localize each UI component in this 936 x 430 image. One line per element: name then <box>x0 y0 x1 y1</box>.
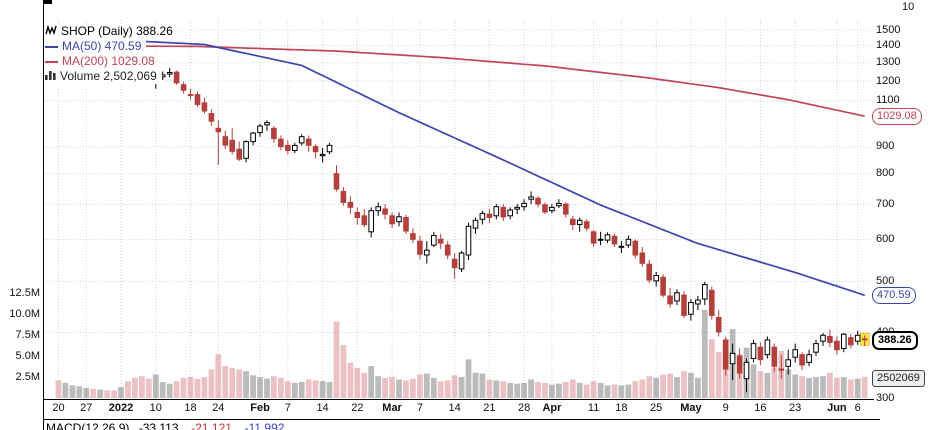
macd-value-3: -11.992 <box>244 421 285 430</box>
legend-ma50-label: MA(50) 470.59 <box>62 39 142 53</box>
date-axis-label: 24 <box>212 402 225 414</box>
macd-value-2: -21.121, <box>191 421 236 430</box>
volume-axis-label: 7.5M <box>15 328 40 341</box>
volume-icon <box>45 69 56 84</box>
ma50-line-icon <box>45 45 58 48</box>
ma200-line-icon <box>45 60 58 63</box>
date-axis-label: 11 <box>587 402 600 414</box>
date-axis-label: 7 <box>284 402 291 414</box>
chart-legend: SHOP (Daily) 388.26 MA(50) 470.59 MA(200… <box>45 24 178 84</box>
date-axis-label: 20 <box>52 402 65 414</box>
volume-axis-label: 2.5M <box>15 370 40 383</box>
price-axis-label: 600 <box>876 233 895 246</box>
date-axis-label: 25 <box>650 402 663 414</box>
price-axis-label: 700 <box>876 197 895 210</box>
date-axis-label: 22 <box>351 402 364 414</box>
date-axis-label: 21 <box>483 402 496 414</box>
price-axis-label: 1100 <box>876 94 900 107</box>
date-axis-label: 27 <box>80 402 93 414</box>
date-axis-label: May <box>680 402 702 414</box>
date-axis-label: 7 <box>416 402 423 414</box>
legend-title: SHOP (Daily) 388.26 <box>61 24 173 38</box>
prev-panel-fragment <box>44 0 52 4</box>
date-axis-label: 6 <box>854 402 861 414</box>
macd-legend: MACD(12,26,9) -33.113, -21.121, -11.992 <box>46 421 290 430</box>
price-axis-label: 1300 <box>876 56 901 69</box>
legend-title-row: SHOP (Daily) 388.26 <box>45 24 178 39</box>
date-axis-label: Apr <box>542 402 562 414</box>
price-axis-label: 800 <box>876 167 895 180</box>
date-axis-label: Jun <box>827 402 847 414</box>
current-volume-marker: 2502069 <box>872 369 925 387</box>
date-axis-label: 9 <box>722 402 729 414</box>
left-axis-line <box>43 0 44 430</box>
legend-ma200-label: MA(200) 1029.08 <box>62 54 155 68</box>
top-axis-label: 10 <box>902 1 915 13</box>
panel-separator-line <box>43 419 880 420</box>
date-axis-label: 10 <box>149 402 162 414</box>
date-axis-label: 28 <box>518 402 531 414</box>
price-axis-label: 1500 <box>876 23 901 36</box>
legend-ma200-row: MA(200) 1029.08 <box>45 54 160 69</box>
volume-axis-label: 5.0M <box>15 349 40 362</box>
date-axis-label: 2022 <box>108 402 134 414</box>
volume-axis-label: 10.0M <box>9 307 40 320</box>
stockcharts-logo-icon <box>45 24 57 39</box>
volume-axis-label: 12.5M <box>9 286 40 299</box>
price-axis-label: 1400 <box>876 39 901 52</box>
ma200-price-marker: 1029.08 <box>872 108 922 126</box>
date-axis-label: 18 <box>184 402 197 414</box>
ma50-price-marker: 470.59 <box>872 287 916 305</box>
date-axis-label: 23 <box>789 402 802 414</box>
price-axis-label: 300 <box>876 391 895 404</box>
macd-label: MACD(12,26,9) <box>46 421 130 430</box>
price-axis-label: 900 <box>876 140 895 153</box>
date-axis-label: 18 <box>615 402 628 414</box>
date-axis-label: 14 <box>448 402 461 414</box>
last-price-marker: 388.26 <box>872 331 918 351</box>
date-axis-label: 14 <box>316 402 329 414</box>
date-axis-label: Mar <box>382 402 402 414</box>
legend-ma50-row: MA(50) 470.59 <box>45 39 147 54</box>
plot-bottom-axis-line <box>43 399 874 400</box>
legend-volume-label: Volume 2,502,069 <box>60 69 157 83</box>
price-axis-label: 1200 <box>876 74 901 87</box>
date-axis-label: 16 <box>754 402 767 414</box>
price-axis-label: 500 <box>876 274 895 287</box>
date-axis-label: Feb <box>250 402 270 414</box>
macd-value-1: -33.113, <box>138 421 182 430</box>
legend-volume-row: Volume 2,502,069 <box>45 69 162 84</box>
